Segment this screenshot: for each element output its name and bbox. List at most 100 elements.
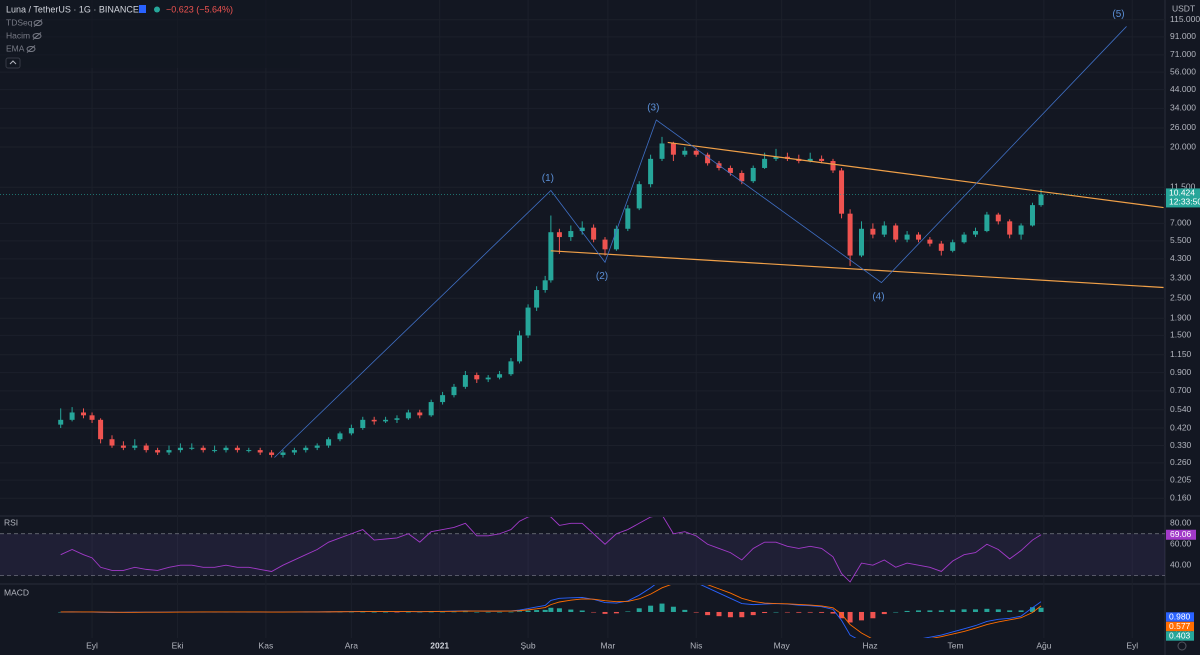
rsi-pane bbox=[0, 517, 1165, 583]
flag-icon[interactable] bbox=[139, 5, 146, 13]
macd-badge bbox=[1166, 612, 1194, 622]
candle-body bbox=[508, 361, 514, 375]
rsi-badge bbox=[1166, 529, 1196, 540]
candle-body bbox=[234, 447, 240, 451]
macd-histogram-bar bbox=[716, 611, 722, 617]
hidden-eye-icon[interactable] bbox=[32, 33, 42, 39]
candle-body bbox=[326, 439, 332, 446]
macd-histogram-bar bbox=[383, 611, 389, 613]
macd-histogram-bar bbox=[972, 609, 978, 612]
y-tick-label: 3.300 bbox=[1170, 272, 1192, 282]
macd-histogram-bar bbox=[625, 611, 631, 612]
candle-body bbox=[89, 415, 95, 420]
y-tick-label: 1.150 bbox=[1170, 349, 1192, 359]
macd-histogram-bar bbox=[938, 610, 944, 612]
macd-histogram-bar bbox=[394, 611, 400, 613]
macd-histogram-bar bbox=[579, 610, 585, 612]
candle-body bbox=[348, 428, 354, 434]
candle-body bbox=[995, 214, 1001, 222]
last-price-badge bbox=[1166, 188, 1200, 208]
macd-histogram-bar bbox=[548, 607, 554, 612]
x-tick-label: Eyl bbox=[86, 640, 98, 650]
candle-body bbox=[525, 307, 531, 336]
candle-body bbox=[177, 447, 183, 451]
candle-body bbox=[394, 418, 400, 420]
macd-histogram-bar bbox=[517, 611, 523, 612]
wave-label: (1) bbox=[542, 173, 554, 184]
candle-body bbox=[881, 225, 887, 235]
macd-histogram-bar bbox=[1038, 607, 1044, 612]
macd-histogram-bar bbox=[762, 611, 768, 614]
hidden-eye-slash[interactable] bbox=[33, 19, 43, 27]
candle-body bbox=[143, 445, 149, 451]
macd-histogram-bar bbox=[750, 611, 756, 616]
candle-body bbox=[648, 158, 654, 185]
candle-body bbox=[659, 143, 665, 159]
y-tick-label: 0.900 bbox=[1170, 367, 1192, 377]
y-tick-label: 7.000 bbox=[1170, 218, 1192, 228]
candle-body bbox=[80, 412, 86, 416]
macd-histogram-bar bbox=[830, 611, 836, 614]
candle-body bbox=[280, 452, 286, 455]
candle-body bbox=[602, 239, 608, 250]
macd-histogram-bar bbox=[807, 611, 813, 613]
legend-bg bbox=[0, 0, 300, 68]
y-tick-label: 0.260 bbox=[1170, 457, 1192, 467]
macd-title: MACD bbox=[4, 587, 29, 597]
y-tick-label: 0.540 bbox=[1170, 404, 1192, 414]
macd-histogram-bar bbox=[613, 611, 619, 614]
x-tick-label: Nis bbox=[690, 640, 702, 650]
candle-body bbox=[579, 227, 585, 232]
macd-value-label: 0.577 bbox=[1169, 621, 1191, 631]
candle-body bbox=[915, 234, 921, 240]
candle-body bbox=[291, 450, 297, 453]
candle-body bbox=[670, 143, 676, 155]
candle-body bbox=[371, 419, 377, 422]
indicator-name[interactable]: EMA bbox=[6, 43, 25, 53]
candle-body bbox=[591, 227, 597, 240]
y-tick-label: 20.000 bbox=[1170, 141, 1196, 151]
macd-histogram-bar bbox=[348, 611, 354, 613]
hidden-eye-icon[interactable] bbox=[26, 46, 36, 52]
macd-histogram-bar bbox=[636, 608, 642, 612]
hidden-eye-slash[interactable] bbox=[26, 45, 36, 53]
macd-histogram-bar bbox=[839, 611, 845, 619]
macd-histogram-bar bbox=[693, 611, 699, 613]
macd-histogram-bar bbox=[727, 611, 733, 618]
countdown: 12:33:50 bbox=[1169, 197, 1200, 207]
macd-histogram-bar bbox=[773, 611, 779, 613]
wave-label: (2) bbox=[596, 271, 608, 282]
macd-histogram-bar bbox=[893, 611, 899, 613]
trendline bbox=[667, 141, 1164, 209]
y-tick-label: 26.000 bbox=[1170, 122, 1196, 132]
indicator-name[interactable]: Hacim bbox=[6, 30, 30, 40]
symbol[interactable]: Luna / TetherUS · 1G · BINANCE bbox=[6, 4, 139, 14]
y-tick-label: 115.000 bbox=[1170, 14, 1200, 24]
candle-body bbox=[705, 154, 711, 164]
collapse-icon[interactable] bbox=[9, 60, 17, 65]
candle-body bbox=[98, 419, 104, 440]
trendline bbox=[550, 250, 1164, 289]
indicator-name[interactable]: TDSeq bbox=[6, 17, 33, 27]
candle-body bbox=[269, 452, 275, 455]
macd-histogram-bar bbox=[497, 611, 503, 613]
collapse-button[interactable] bbox=[5, 57, 21, 69]
rsi-value-label: 69.06 bbox=[1170, 529, 1192, 539]
hidden-eye-slash[interactable] bbox=[32, 32, 42, 40]
macd-histogram-bar bbox=[682, 609, 688, 612]
signal-line bbox=[60, 585, 1042, 638]
candle-body bbox=[682, 150, 688, 155]
status-dot bbox=[154, 6, 160, 13]
macd-histogram-bar bbox=[508, 611, 514, 613]
y-tick-label: 56.000 bbox=[1170, 66, 1196, 76]
settings-icon[interactable] bbox=[1177, 641, 1187, 651]
hidden-eye-icon[interactable] bbox=[33, 20, 43, 26]
macd-histogram-bar bbox=[648, 605, 654, 612]
rsi-line bbox=[60, 517, 1042, 583]
indicator-list: TDSeq Hacim EMA bbox=[6, 17, 43, 53]
y-tick-label: 91.000 bbox=[1170, 31, 1196, 41]
candle-body bbox=[938, 243, 944, 251]
macd-histogram-bar bbox=[927, 610, 933, 612]
